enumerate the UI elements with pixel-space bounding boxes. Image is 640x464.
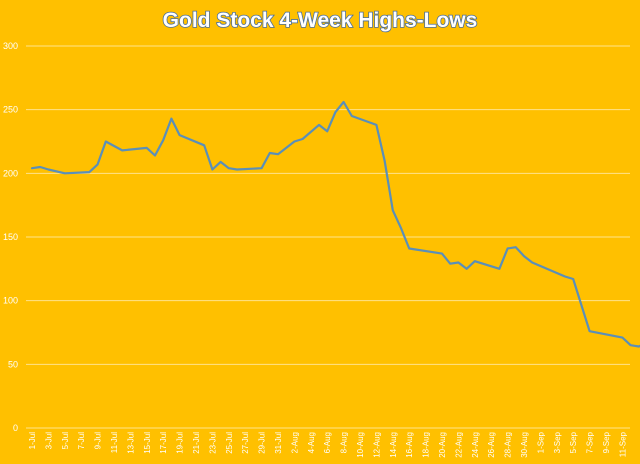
x-tick-label: 3-Jul [44, 432, 53, 450]
y-tick-label: 200 [3, 168, 18, 178]
x-tick-label: 1-Sep [536, 431, 545, 453]
x-tick-label: 5-Jul [61, 432, 70, 450]
y-tick-label: 50 [8, 359, 18, 369]
x-tick-label: 14-Aug [389, 432, 398, 458]
x-tick-label: 25-Jul [225, 432, 234, 454]
x-tick-label: 17-Jul [159, 432, 168, 454]
x-tick-label: 8-Aug [340, 432, 349, 453]
x-tick-label: 30-Aug [520, 432, 529, 458]
x-tick-label: 27-Jul [241, 432, 250, 454]
x-tick-label: 7-Sep [586, 431, 595, 453]
x-tick-label: 9-Sep [602, 431, 611, 453]
x-tick-label: 23-Jul [208, 432, 217, 454]
x-tick-label: 4-Aug [307, 432, 316, 453]
y-axis-ticks: 0 50 100 150 200 250 300 [3, 41, 18, 433]
x-tick-label: 7-Jul [77, 432, 86, 450]
x-tick-label: 11-Sep [618, 431, 627, 457]
x-tick-label: 22-Aug [454, 432, 463, 458]
x-tick-label: 10-Aug [356, 432, 365, 458]
x-tick-label: 5-Sep [569, 431, 578, 453]
x-tick-label: 21-Jul [192, 432, 201, 454]
x-tick-label: 11-Jul [110, 432, 119, 453]
gridlines [26, 45, 630, 429]
x-tick-label: 12-Aug [372, 432, 381, 458]
y-tick-label: 0 [13, 423, 18, 433]
x-tick-label: 19-Jul [176, 432, 185, 454]
x-tick-label: 29-Jul [258, 432, 267, 454]
series-layer [30, 100, 640, 348]
x-tick-label: 3-Sep [553, 431, 562, 453]
x-tick-label: 15-Jul [143, 432, 152, 454]
x-tick-label: 1-Jul [28, 432, 37, 450]
series-line [30, 100, 640, 348]
x-tick-label: 6-Aug [323, 432, 332, 453]
x-tick-label: 16-Aug [405, 432, 414, 458]
x-tick-label: 2-Aug [290, 432, 299, 453]
x-tick-label: 28-Aug [504, 432, 513, 458]
x-tick-label: 24-Aug [471, 432, 480, 458]
y-tick-label: 300 [3, 41, 18, 51]
y-tick-label: 250 [3, 105, 18, 115]
x-tick-label: 13-Jul [126, 432, 135, 454]
chart-title: Gold Stock 4-Week Highs-Lows [163, 9, 478, 32]
x-tick-label: 31-Jul [274, 432, 283, 454]
y-tick-label: 100 [3, 296, 18, 306]
x-tick-label: 9-Jul [94, 432, 103, 450]
y-tick-label: 150 [3, 232, 18, 242]
x-tick-label: 18-Aug [422, 432, 431, 458]
x-tick-label: 26-Aug [487, 432, 496, 458]
x-axis-ticks: 1-Jul 3-Jul 5-Jul 7-Jul 9-Jul 11-Jul 13-Jul 15-… [28, 431, 627, 457]
x-tick-label: 20-Aug [438, 432, 447, 458]
